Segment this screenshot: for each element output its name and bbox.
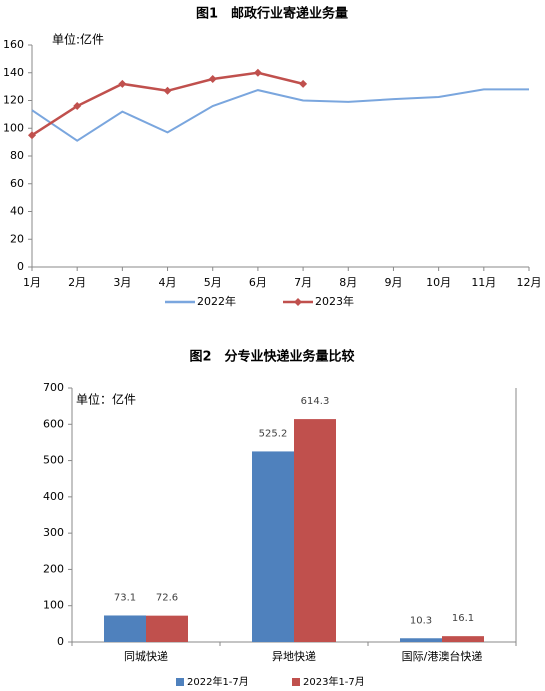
value-label: 614.3 [301, 396, 330, 407]
point-marker [28, 131, 36, 140]
x-tick-label: 12月 [517, 276, 542, 289]
y-tick-label: 300 [43, 526, 64, 539]
x-tick-label: 2月 [68, 276, 86, 289]
x-tick-label: 11月 [471, 276, 496, 289]
x-tick-label: 国际/港澳台快递 [402, 649, 483, 663]
series-line [31, 71, 304, 137]
chart-title: 图1 邮政行业寄递业务量 [196, 6, 348, 22]
y-tick-label: 200 [43, 562, 64, 575]
x-tick-label: 6月 [249, 276, 267, 289]
x-tick-label: 异地快递 [272, 649, 316, 663]
y-tick-label: 120 [3, 94, 24, 107]
y-tick-label: 0 [57, 635, 64, 648]
y-tick-label: 80 [10, 149, 24, 162]
x-tick-label: 10月 [426, 276, 451, 289]
legend-label: 2023年1-7月 [303, 675, 365, 688]
y-tick-label: 20 [10, 232, 24, 245]
y-tick-label: 40 [10, 205, 24, 218]
chart-title: 图2 分专业快递业务量比较 [189, 349, 354, 365]
x-tick-label: 4月 [159, 276, 177, 289]
bar [400, 638, 442, 642]
legend-label: 2022年 [197, 294, 236, 308]
x-tick-label: 9月 [384, 276, 402, 289]
y-tick-label: 500 [43, 454, 64, 467]
y-tick-label: 100 [43, 599, 64, 612]
legend-label: 2022年1-7月 [187, 675, 249, 688]
x-tick-label: 同城快递 [124, 649, 168, 663]
y-tick-label: 160 [3, 38, 24, 51]
bar [294, 419, 336, 642]
legend-swatch [292, 678, 300, 686]
value-label: 16.1 [452, 613, 474, 624]
point-marker [253, 68, 262, 77]
y-tick-label: 700 [43, 381, 64, 394]
point-marker [118, 79, 127, 88]
point-marker [208, 74, 217, 83]
y-tick-label: 0 [17, 260, 24, 273]
point-marker [73, 102, 82, 111]
series-line [31, 88, 529, 142]
unit-label: 单位：亿件 [76, 392, 136, 407]
y-tick-label: 100 [3, 121, 24, 134]
unit-label: 单位:亿件 [52, 32, 104, 47]
value-label: 72.6 [156, 593, 178, 604]
bar [104, 615, 146, 642]
y-tick-label: 140 [3, 66, 24, 79]
bar [442, 636, 484, 642]
point-marker [163, 86, 172, 95]
point-marker [299, 79, 308, 88]
value-label: 73.1 [114, 592, 136, 603]
x-tick-label: 3月 [113, 276, 131, 289]
value-label: 10.3 [410, 615, 432, 626]
bar [252, 451, 294, 642]
legend-swatch [176, 678, 184, 686]
x-tick-label: 8月 [339, 276, 357, 289]
y-tick-label: 400 [43, 490, 64, 503]
value-label: 525.2 [259, 428, 288, 439]
legend-marker [294, 298, 302, 306]
legend-label: 2023年 [315, 294, 354, 308]
x-tick-label: 1月 [23, 276, 41, 289]
x-tick-label: 5月 [204, 276, 222, 289]
bar [146, 615, 188, 642]
y-tick-label: 60 [10, 177, 24, 190]
y-tick-label: 600 [43, 417, 64, 430]
x-tick-label: 7月 [294, 276, 312, 289]
